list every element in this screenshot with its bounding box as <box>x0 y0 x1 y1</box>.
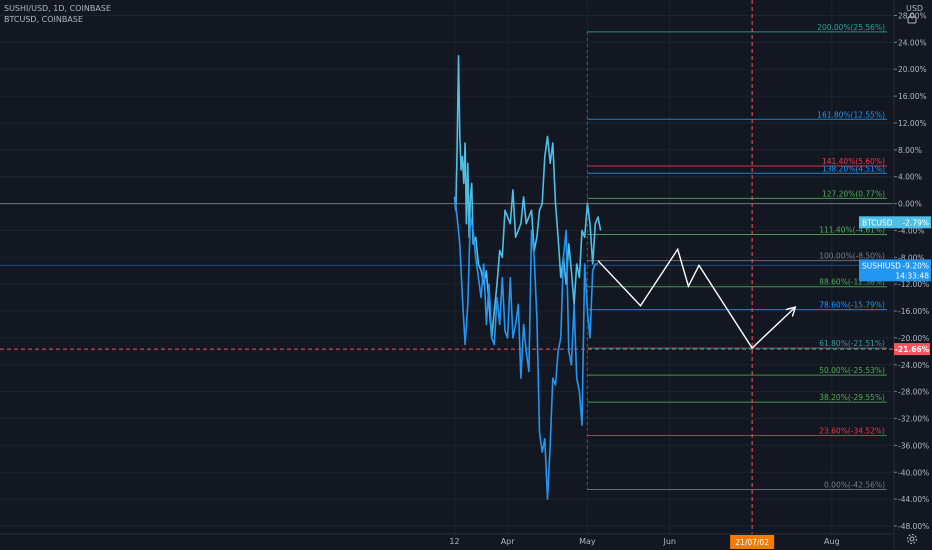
y-tick-label-4: 12.00% <box>898 119 927 128</box>
y-tick-label-13: -24.00% <box>898 361 929 370</box>
x-tick-label-3: Jun <box>663 537 677 546</box>
settings-gear-icon[interactable] <box>903 533 921 545</box>
crosshair-x-label: 21/07/02 <box>735 538 769 547</box>
fib-level-label-7: 88.60%(-12.38%) <box>819 278 885 287</box>
main-symbol-legend[interactable]: SUSHI/USD, 1D, COINBASE <box>4 4 111 13</box>
fib-level-label-10: 50.00%(-25.53%) <box>819 366 885 375</box>
price-label-value-btcusd: -2.79% <box>902 218 929 227</box>
fib-level-label-12: 23.60%(-34.52%) <box>819 426 885 435</box>
fib-level-label-3: 138.20%(4.51%) <box>822 164 885 173</box>
fib-level-label-2: 141.40%(5.60%) <box>822 157 885 166</box>
price-label-countdown-sushiusd: 14:33:48 <box>895 271 929 280</box>
y-tick-label-9: -8.00% <box>898 253 925 262</box>
fib-level-label-6: 100.00%(-8.50%) <box>819 252 885 261</box>
y-tick-label-6: 4.00% <box>898 173 922 182</box>
fib-level-label-5: 111.40%(-4.61%) <box>819 226 885 235</box>
crosshair-x-label-bg <box>730 535 775 549</box>
fib-level-label-4: 127.20%(0.77%) <box>822 189 885 198</box>
price-label-bg-sushiusd <box>859 259 931 282</box>
y-tick-label-15: -32.00% <box>898 415 929 424</box>
lock-icon[interactable] <box>903 12 921 24</box>
projection-path <box>597 247 795 350</box>
fib-level-label-9: 61.80%(-21.51%) <box>819 339 885 348</box>
fib-level-label-11: 38.20%(-29.55%) <box>819 393 885 402</box>
price-label-value-sushiusd: -9.20% <box>902 261 929 270</box>
y-tick-label-3: 16.00% <box>898 92 927 101</box>
x-tick-label-0: 12 <box>449 537 459 546</box>
crosshair-y-label: -21.66% <box>895 345 930 354</box>
y-tick-label-0: 28.00% <box>898 12 927 21</box>
compare-symbol-legend[interactable]: BTCUSD, COINBASE <box>4 15 83 24</box>
y-tick-label-10: -12.00% <box>898 280 929 289</box>
currency-label[interactable]: USD <box>906 4 924 13</box>
y-tick-label-16: -36.00% <box>898 441 929 450</box>
series-line-sushiusd <box>453 196 598 500</box>
y-tick-label-5: 8.00% <box>898 146 922 155</box>
x-tick-label-4: Aug <box>824 537 840 546</box>
price-label-name-btcusd: BTCUSD <box>862 218 893 227</box>
fib-level-label-0: 200.00%(25.56%) <box>817 23 885 32</box>
y-tick-label-1: 24.00% <box>898 38 927 47</box>
series-line-btcusd <box>453 54 602 339</box>
fib-level-label-1: 161.80%(12.55%) <box>817 110 885 119</box>
y-tick-label-8: -4.00% <box>898 226 925 235</box>
y-tick-label-7: 0.00% <box>898 200 922 209</box>
fib-level-label-13: 0.00%(-42.56%) <box>824 480 885 489</box>
y-tick-label-2: 20.00% <box>898 65 927 74</box>
crosshair-y-label-bg <box>894 343 930 356</box>
y-tick-label-14: -28.00% <box>898 388 929 397</box>
fib-level-label-8: 78.60%(-15.79%) <box>819 301 885 310</box>
y-tick-label-19: -48.00% <box>898 522 929 531</box>
x-tick-label-1: Apr <box>501 537 516 546</box>
x-tick-label-2: May <box>579 537 596 546</box>
price-label-bg-btcusd <box>859 216 931 229</box>
y-tick-label-18: -44.00% <box>898 495 929 504</box>
y-tick-label-17: -40.00% <box>898 468 929 477</box>
y-tick-label-12: -20.00% <box>898 334 929 343</box>
y-tick-label-11: -16.00% <box>898 307 929 316</box>
price-label-name-sushiusd: SUSHIUSD <box>862 261 901 270</box>
